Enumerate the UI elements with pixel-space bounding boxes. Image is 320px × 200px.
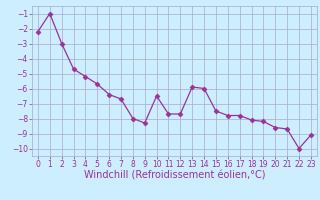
X-axis label: Windchill (Refroidissement éolien,°C): Windchill (Refroidissement éolien,°C) <box>84 171 265 181</box>
